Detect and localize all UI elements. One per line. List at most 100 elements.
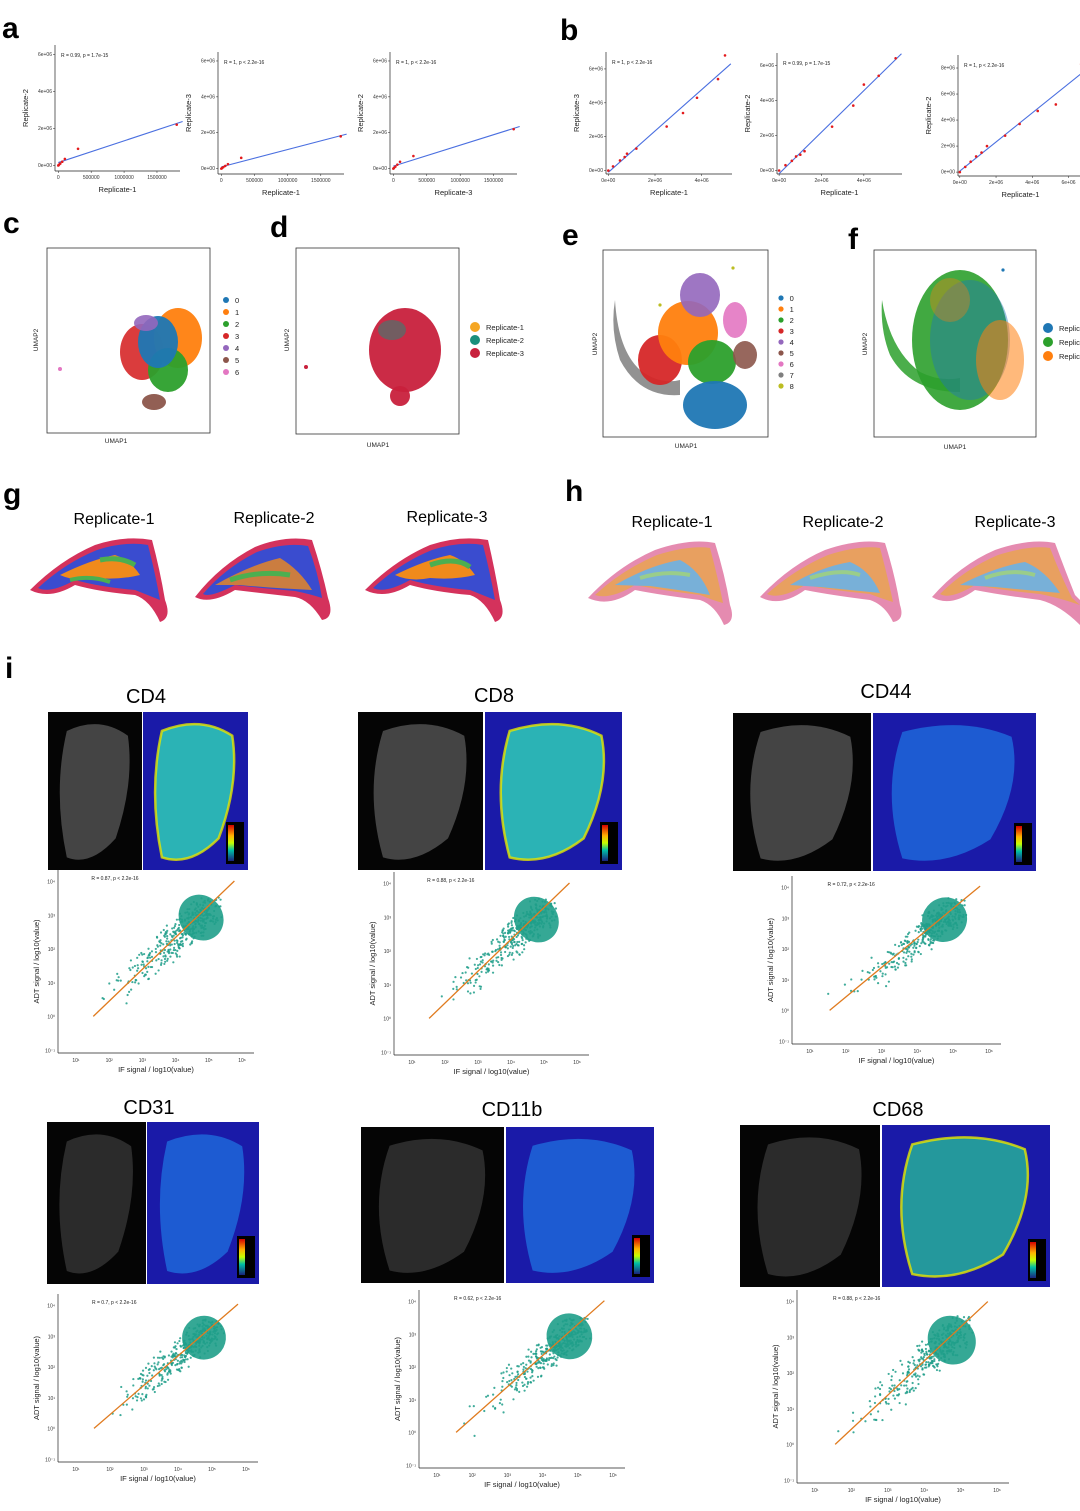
umap-d: UMAP1 UMAP2: [284, 247, 460, 449]
ytick-label: 10⁴: [786, 1300, 794, 1306]
data-point: [1054, 103, 1058, 106]
legend-swatch: [470, 322, 480, 332]
xtick-label: 0: [220, 178, 223, 184]
legend-swatch: [1043, 351, 1053, 361]
data-point: [723, 54, 727, 57]
fit-line: [428, 882, 570, 1019]
panel-label-i: i: [5, 652, 13, 685]
ytick-label: 10²: [782, 947, 790, 953]
ytick-label: 4e+06: [373, 94, 387, 100]
tissue-g-2: [195, 538, 331, 620]
data-point: [974, 155, 978, 158]
tissue-h-3: [932, 541, 1080, 625]
x-axis-label: IF signal / log10(value): [859, 1056, 935, 1065]
scatter-ab-3: 0e+00 2e+06 4e+06 6e+06 0e+00 2e+06 4e+06 R = 1…: [572, 52, 732, 197]
legend-swatch: [470, 348, 480, 358]
legend-entry: 0: [778, 294, 794, 303]
legend-entry: 6: [223, 368, 239, 377]
ytick-label: 2e+06: [589, 134, 603, 140]
xtick-label: 10³: [139, 1058, 147, 1064]
legend-label: 2: [790, 316, 794, 325]
x-axis-label: Replicate-1: [1002, 190, 1040, 199]
heatmap-tissue: [155, 724, 235, 860]
legend-label: Replica: [1059, 324, 1080, 333]
umap-f: UMAP1 UMAP2: [862, 249, 1037, 451]
data-point: [862, 83, 866, 86]
panel-h-title-1: Replicate-1: [632, 514, 713, 531]
xtick-label: 10⁴: [539, 1473, 547, 1479]
xtick-label: 1500000: [484, 178, 504, 184]
data-point: [1018, 122, 1021, 126]
if-image: [47, 1122, 146, 1284]
y-axis-label: Replicate-2: [743, 95, 752, 133]
data-point: [985, 144, 989, 148]
ytick-label: 4e+06: [760, 98, 774, 104]
correlation-annotation: R = 0.99, p = 1.7e-15: [783, 61, 830, 67]
fit-line: [221, 133, 347, 168]
ytick-label: 10⁻¹: [784, 1479, 794, 1485]
heatmap-tissue: [159, 1134, 245, 1274]
data-point: [398, 160, 402, 164]
image-pair-cd31: [47, 1122, 259, 1284]
fit-line: [778, 53, 902, 175]
correlation-annotation: R = 1, p < 2.2e-16: [224, 60, 265, 66]
umap-e: UMAP1 UMAP2: [592, 249, 769, 450]
legend-swatch: [778, 350, 784, 356]
heatmap-tissue: [523, 1138, 635, 1273]
ytick-label: 10²: [409, 1365, 417, 1371]
xtick-label: 10⁶: [573, 1060, 581, 1066]
data-point: [963, 165, 967, 169]
umap-f-xlabel: UMAP1: [944, 444, 967, 451]
legend-entry: 3: [778, 327, 794, 336]
legend-c: 0 1 2 3 4 5 6: [223, 296, 239, 377]
if-image: [361, 1127, 504, 1283]
xtick-label: 10¹: [72, 1058, 80, 1064]
ytick-label: 10⁻¹: [45, 1049, 55, 1055]
legend-label: Replica: [1059, 338, 1080, 347]
legend-label: Replicate-1: [486, 323, 524, 332]
correlation-annotation: R = 1, p < 2.2e-16: [964, 63, 1005, 69]
legend-label: 8: [790, 382, 794, 391]
marker-title-cd31: CD31: [123, 1097, 174, 1119]
ytick-label: 10¹: [409, 1398, 417, 1404]
ytick-label: 0e+00: [589, 168, 603, 174]
xtick-label: 1000000: [278, 178, 298, 184]
xtick-label: 4e+06: [857, 178, 871, 184]
fit-line: [959, 73, 1080, 172]
legend-label: Replicate-2: [486, 336, 524, 345]
data-point: [607, 169, 610, 172]
xtick-label: 10⁶: [985, 1049, 993, 1055]
ytick-label: 4e+06: [941, 118, 955, 124]
ytick-label: 6e+06: [373, 58, 387, 64]
ytick-label: 10⁴: [47, 880, 55, 886]
xtick-label: 10⁵: [957, 1488, 965, 1494]
data-point: [980, 151, 983, 154]
legend-label: Replica: [1059, 352, 1080, 361]
panel-i-titles: CD4 CD8 CD44 CD31 CD11b CD68: [123, 681, 923, 1121]
panel-i-scatter-plots: 10¹ 10⁻¹ 10² 10⁰ 10³ 10¹ 10⁴ 10² 10⁵ 10³ 10⁶ 10⁴ R =…: [32, 870, 1009, 1504]
panel-label-f: f: [848, 223, 859, 256]
data-point: [716, 77, 720, 81]
legend-label: 2: [235, 320, 239, 329]
x-axis-label: IF signal / log10(value): [484, 1480, 560, 1489]
tissue-h-1: [588, 541, 732, 625]
xtick-label: 10¹: [408, 1060, 416, 1066]
umap-e-ylabel: UMAP2: [592, 332, 599, 355]
tissue-g-1: [30, 538, 168, 622]
xtick-label: 10⁶: [238, 1058, 246, 1064]
legend-entry: 1: [778, 305, 794, 314]
legend-label: 3: [790, 327, 794, 336]
correlation-annotation: R = 0.7, p < 2.2e-16: [92, 1300, 137, 1306]
legend-swatch: [778, 372, 784, 378]
legend-label: 4: [790, 338, 794, 347]
x-axis-label: IF signal / log10(value): [118, 1065, 194, 1074]
xtick-label: 10²: [441, 1060, 449, 1066]
data-point: [226, 162, 230, 166]
x-axis-label: IF signal / log10(value): [865, 1495, 941, 1504]
scatter-ab-5: 0e+00 2e+06 4e+06 6e+06 8e+06 0e+00 2e+06 4e+06…: [924, 55, 1080, 199]
data-point: [625, 152, 629, 155]
xtick-label: 10⁵: [205, 1058, 213, 1064]
ytick-label: 8e+06: [941, 66, 955, 72]
correlation-annotation: R = 0.88, p < 2.2e-16: [427, 878, 474, 884]
data-point: [611, 165, 615, 168]
